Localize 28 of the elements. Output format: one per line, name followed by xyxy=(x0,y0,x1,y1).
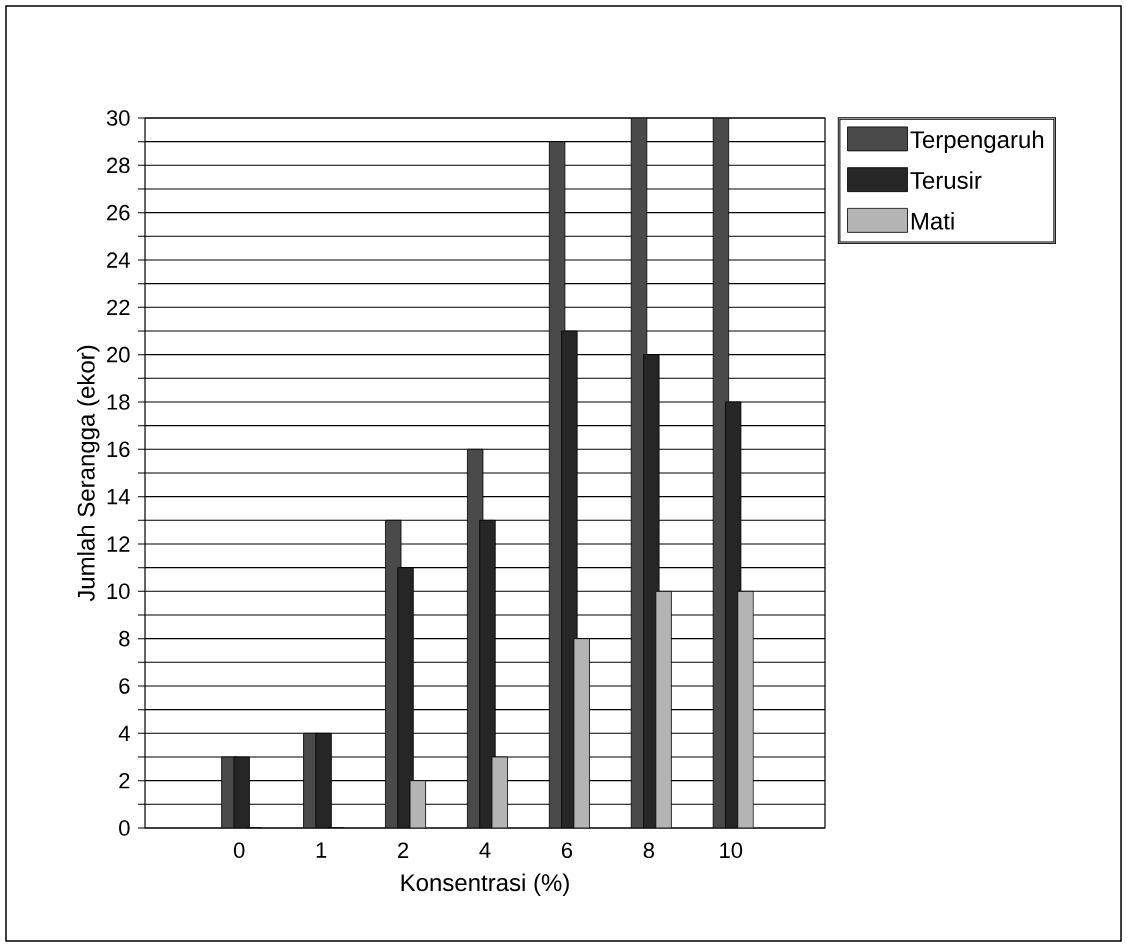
y-tick-label: 26 xyxy=(107,204,130,221)
y-tick-label: 2 xyxy=(119,772,130,789)
y-tick-label: 30 xyxy=(106,110,130,126)
legend-label: Terusir xyxy=(910,171,982,189)
x-tick-label: 4 xyxy=(479,842,491,858)
y-tick-label: 18 xyxy=(107,394,130,410)
y-tick-label: 4 xyxy=(118,725,130,741)
x-axis-title: Konsentrasi (%) xyxy=(401,873,569,896)
x-tick-label: 6 xyxy=(561,842,573,859)
y-tick-label: 8 xyxy=(119,630,130,647)
y-tick-label: 0 xyxy=(119,820,130,836)
y-tick-label: 12 xyxy=(107,536,130,552)
y-tick-label: 16 xyxy=(107,441,130,458)
y-axis-title: Jumlah Serangga (ekor) xyxy=(77,345,100,602)
x-tick-label: 1 xyxy=(316,842,327,858)
y-tick-label: 14 xyxy=(107,489,130,505)
y-tick-label: 20 xyxy=(107,346,130,363)
legend-label: Mati xyxy=(911,212,954,230)
y-tick-label: 10 xyxy=(107,583,130,600)
y-tick-label: 24 xyxy=(107,252,130,268)
x-tick-label: 10 xyxy=(720,842,743,859)
legend-label: Terpengaruh xyxy=(910,130,1044,153)
y-tick-label: 6 xyxy=(119,678,130,694)
y-tick-label: 22 xyxy=(107,299,130,315)
x-tick-label: 0 xyxy=(233,842,245,859)
x-tick-label: 2 xyxy=(398,842,409,858)
y-tick-label: 28 xyxy=(107,157,130,174)
x-tick-label: 8 xyxy=(643,842,655,859)
